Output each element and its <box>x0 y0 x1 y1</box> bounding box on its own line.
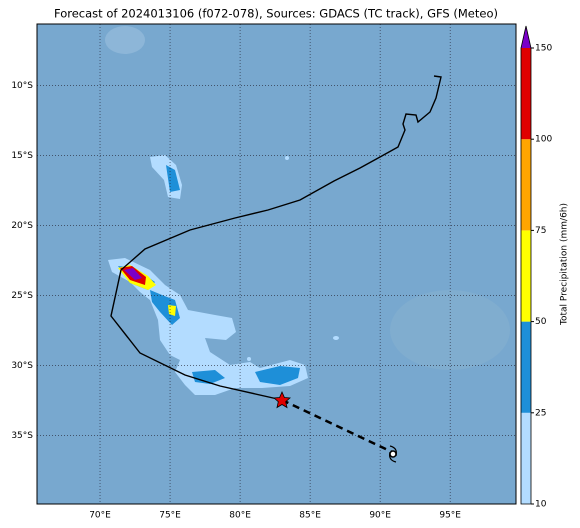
lon-tick-label: 70°E <box>89 511 111 521</box>
lat-tick-label: 10°S <box>11 81 33 91</box>
lat-tick-label: 20°S <box>11 221 33 231</box>
ocean <box>37 24 516 504</box>
colorbar-segment <box>521 321 531 413</box>
colorbar-segment <box>521 412 531 504</box>
map-frame <box>36 23 517 505</box>
colorbar-tick-label: 25 <box>535 408 546 418</box>
colorbar-segment <box>521 230 531 322</box>
cyclone-symbol <box>389 450 397 458</box>
forecast-track <box>281 398 393 454</box>
colorbar-segment <box>521 48 531 140</box>
past-track <box>110 75 442 401</box>
map <box>36 23 517 505</box>
colorbar-extension <box>521 26 531 48</box>
lon-tick-label: 85°E <box>299 511 321 521</box>
graticule <box>37 24 516 504</box>
precip-heavy <box>118 265 176 316</box>
map-title: Forecast of 2024013106 (f072-078), Sourc… <box>54 7 498 21</box>
lat-tick-label: 25°S <box>11 291 33 301</box>
cloud <box>105 26 145 54</box>
lon-tick-label: 90°E <box>369 511 391 521</box>
colorbar-frame <box>520 25 532 505</box>
colorbar-tick-label: 150 <box>535 44 552 54</box>
colorbar-label: Total Precipitation (mm/6h) <box>560 203 570 326</box>
lat-tick-label: 35°S <box>11 431 33 441</box>
current-position <box>273 390 291 409</box>
colorbar-segment <box>521 139 531 231</box>
lat-tick-label: 30°S <box>11 361 33 371</box>
lat-tick-label: 15°S <box>11 151 33 161</box>
cyclone-symbol <box>389 445 397 463</box>
lon-tick-label: 80°E <box>229 511 251 521</box>
colorbar-tick-label: 100 <box>535 135 552 145</box>
colorbar-tick-label: 50 <box>535 317 547 327</box>
colorbar-tick-label: 10 <box>535 500 547 510</box>
lon-tick-label: 75°E <box>159 511 181 521</box>
colorbar: 10 25 50 75 100 150 <box>520 25 552 510</box>
colorbar-tick-label: 75 <box>535 226 546 236</box>
lon-tick-label: 95°E <box>439 511 461 521</box>
